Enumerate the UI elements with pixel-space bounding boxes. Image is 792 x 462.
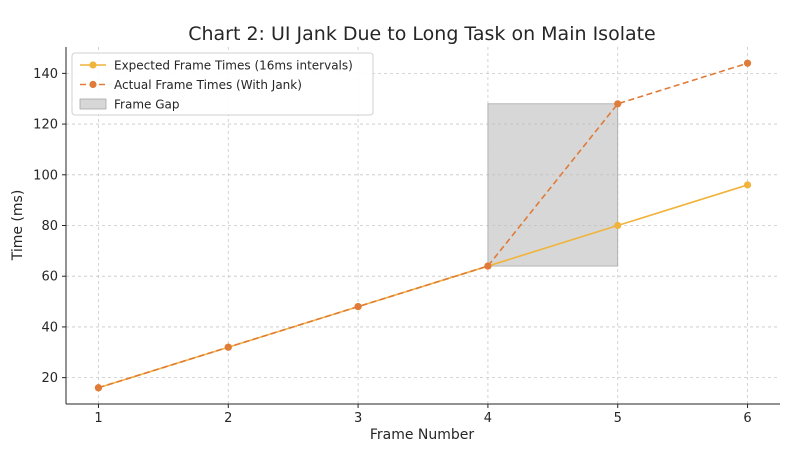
x-tick-label-4: 4 xyxy=(484,411,492,426)
y-axis: 20 40 60 80 100 120 140 xyxy=(33,67,66,386)
legend-label-2: Actual Frame Times (With Jank) xyxy=(114,78,302,92)
y-tick-label-100: 100 xyxy=(33,168,58,183)
legend-swatch-frame-gap xyxy=(79,98,107,110)
y-tick-label-140: 140 xyxy=(33,67,58,82)
series-2-point-1 xyxy=(94,384,103,392)
x-tick-label-3: 3 xyxy=(354,411,362,426)
x-tick-label-1: 1 xyxy=(94,411,102,426)
y-tick-label-60: 60 xyxy=(41,270,58,285)
chart-title: Chart 2: UI Jank Due to Long Task on Mai… xyxy=(188,23,656,45)
series-2-point-5 xyxy=(614,100,622,108)
series-line-2 xyxy=(98,62,748,389)
x-axis-label: Frame Number xyxy=(370,427,475,443)
series-2-point-6 xyxy=(743,59,752,67)
legend: Expected Frame Times (16ms intervals) Act… xyxy=(71,52,374,116)
y-tick-label-120: 120 xyxy=(33,118,58,133)
legend-marker-2 xyxy=(89,80,97,89)
grid-lines xyxy=(66,47,780,404)
series-1-point-5 xyxy=(614,221,622,230)
y-tick-label-40: 40 xyxy=(41,320,58,335)
legend-marker-1 xyxy=(89,61,97,69)
series-lines xyxy=(94,59,752,392)
x-tick-label-5: 5 xyxy=(614,411,622,426)
legend-label-frame-gap: Frame Gap xyxy=(114,97,179,111)
legend-label-1: Expected Frame Times (16ms intervals) xyxy=(114,58,353,72)
y-tick-label-20: 20 xyxy=(41,371,58,386)
series-line-1 xyxy=(98,184,748,389)
series-2-point-3 xyxy=(354,303,362,311)
series-1-point-6 xyxy=(743,181,752,189)
y-tick-label-80: 80 xyxy=(41,219,58,234)
series-2-point-2 xyxy=(224,343,232,351)
x-axis: 1 2 3 4 5 6 xyxy=(94,404,752,426)
y-axis-label: Time (ms) xyxy=(10,190,26,262)
series-2-point-4 xyxy=(484,262,492,270)
x-tick-label-2: 2 xyxy=(224,411,232,426)
x-tick-label-6: 6 xyxy=(743,411,751,426)
legend-box xyxy=(71,52,374,116)
